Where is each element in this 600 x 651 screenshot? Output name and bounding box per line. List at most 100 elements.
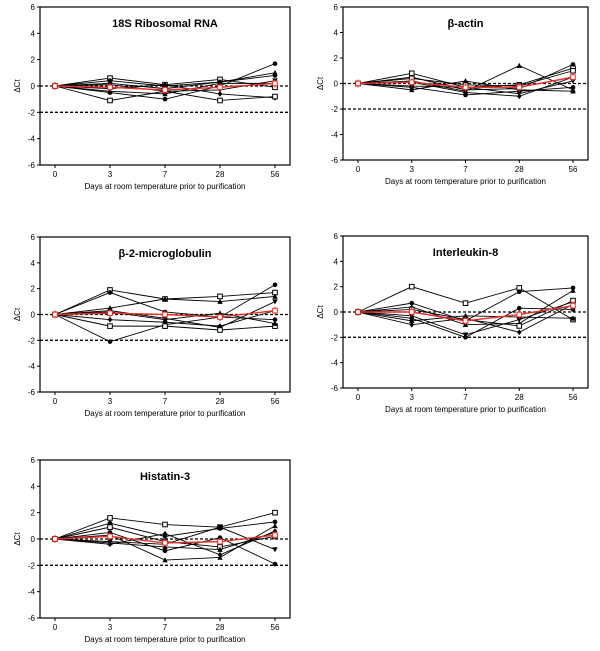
y-axis-title: ΔCt [316, 76, 325, 90]
y-tick-label: -4 [28, 588, 36, 597]
data-point [162, 96, 168, 102]
y-tick-label: -4 [331, 359, 339, 368]
mean-series [355, 73, 576, 92]
chart-panel-5: 6 4 2 0 -2 -4 -6 0 3 7 28 56 Days at room temperatur… [13, 456, 291, 644]
panel-title: Interleukin-8 [433, 247, 498, 259]
y-tick-label: -6 [331, 384, 339, 393]
y-tick-label: 2 [31, 285, 36, 294]
x-tick-label: 28 [515, 393, 524, 402]
data-point [516, 62, 522, 68]
x-tick-label: 56 [271, 623, 280, 632]
data-point [516, 329, 522, 336]
data-point [272, 61, 278, 66]
data-point [272, 532, 278, 538]
data-point [272, 69, 278, 76]
y-axis-title: ΔCt [13, 79, 22, 93]
data-point [463, 335, 468, 340]
data-point [409, 317, 415, 324]
x-tick-label: 7 [163, 170, 168, 179]
y-tick-label: 0 [31, 82, 36, 91]
data-point [217, 546, 223, 552]
data-point [409, 86, 415, 93]
data-point [162, 557, 168, 563]
y-axis-title: ΔCt [13, 532, 22, 546]
chart-panel-3: 6 4 2 0 -2 -4 -6 0 3 7 28 56 Days at room temperatur… [13, 233, 291, 418]
data-point [217, 327, 223, 333]
data-point [162, 323, 168, 329]
x-tick-label: 0 [53, 397, 58, 406]
data-point [162, 548, 168, 554]
x-axis-title: Days at room temperature prior to purifi… [85, 182, 246, 191]
x-tick-label: 56 [569, 393, 578, 402]
y-tick-label: -2 [28, 561, 36, 570]
y-tick-label: 2 [31, 56, 36, 65]
data-point [107, 533, 113, 540]
data-point [516, 305, 522, 311]
y-tick-label: 6 [31, 3, 36, 12]
x-tick-label: 0 [53, 623, 58, 632]
x-axis-title: Days at room temperature prior to purifi… [85, 409, 246, 418]
x-tick-label: 7 [163, 623, 168, 632]
y-tick-label: 0 [31, 311, 36, 320]
y-tick-label: 0 [334, 308, 339, 317]
y-tick-label: 0 [31, 535, 36, 544]
chart-panel-1: 6 4 2 0 -2 -4 -6 0 3 7 28 56 Days at room temperatur… [13, 3, 291, 191]
x-tick-label: 3 [108, 170, 113, 179]
data-point [162, 540, 168, 546]
x-tick-label: 28 [515, 165, 524, 174]
y-tick-label: -4 [331, 131, 339, 140]
y-tick-label: 4 [31, 259, 36, 268]
data-point [107, 339, 113, 344]
data-point [107, 97, 113, 104]
data-point [355, 309, 361, 315]
y-tick-label: 6 [31, 233, 36, 242]
data-point [217, 91, 223, 97]
mean-series [355, 301, 576, 325]
data-point [162, 311, 168, 318]
data-point [570, 67, 576, 74]
data-point [272, 509, 278, 516]
data-point [409, 300, 415, 306]
data-point [107, 316, 113, 323]
data-point [272, 299, 278, 305]
data-point [570, 85, 576, 90]
x-tick-label: 0 [53, 170, 58, 179]
x-tick-label: 28 [216, 170, 225, 179]
panel-title: 18S Ribosomal RNA [112, 18, 218, 30]
y-tick-label: 6 [334, 3, 339, 12]
data-point [408, 309, 415, 315]
data-point [409, 321, 415, 328]
y-axis-title: ΔCt [13, 307, 22, 321]
data-point [570, 287, 576, 293]
data-point [272, 317, 278, 322]
panel-title: β-actin [447, 18, 483, 30]
x-tick-label: 28 [216, 623, 225, 632]
data-point [272, 80, 278, 87]
data-point [162, 316, 168, 322]
data-point [162, 87, 168, 93]
data-point [217, 323, 223, 330]
data-point [217, 293, 223, 300]
data-point [272, 522, 278, 529]
mean-series [52, 531, 278, 547]
data-point [107, 524, 113, 530]
data-point [272, 93, 278, 100]
data-point [462, 78, 469, 84]
data-point [272, 519, 278, 525]
y-axis-title: ΔCt [316, 305, 325, 319]
data-point [217, 97, 223, 104]
data-point [408, 283, 415, 290]
data-point [107, 84, 113, 91]
x-tick-label: 0 [356, 393, 361, 402]
data-point [217, 314, 223, 320]
y-tick-label: 4 [334, 29, 339, 38]
x-tick-label: 56 [569, 165, 578, 174]
data-point [217, 524, 223, 531]
data-point [272, 320, 278, 326]
x-tick-label: 7 [463, 165, 468, 174]
data-point [462, 84, 469, 91]
y-tick-label: -4 [28, 135, 36, 144]
data-point [462, 318, 469, 324]
data-point [217, 538, 223, 545]
chart-panel-2: 6 4 2 0 -2 -4 -6 0 3 7 28 56 Days at room temperatur… [316, 3, 589, 186]
